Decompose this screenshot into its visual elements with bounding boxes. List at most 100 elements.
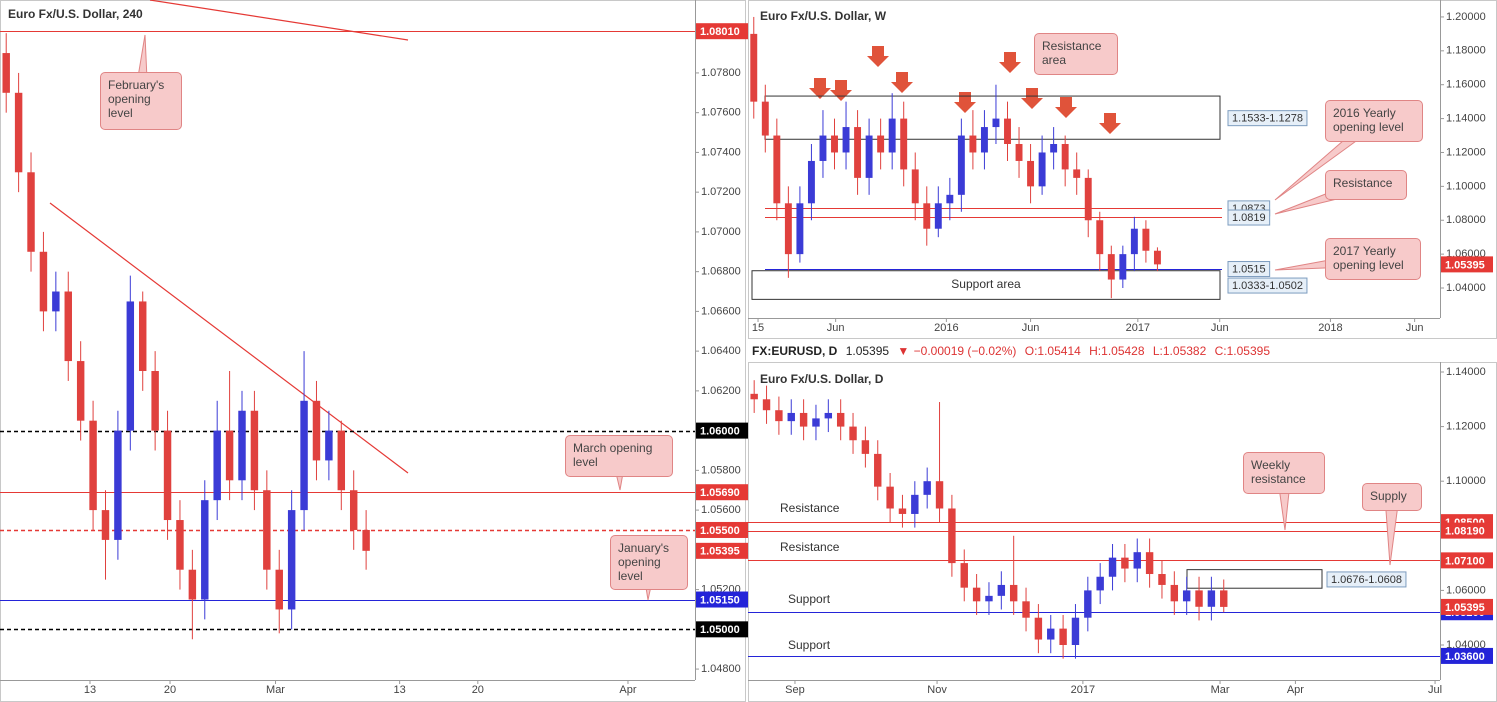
price-tag <box>696 422 748 439</box>
candle-body <box>762 399 771 411</box>
candle-body <box>349 490 358 530</box>
candle-body <box>934 203 942 229</box>
candle-body <box>1015 144 1023 161</box>
arrow-marker <box>954 92 976 113</box>
level-tag-label: 1.0515 <box>1232 263 1266 275</box>
price-tag <box>1441 552 1493 569</box>
y-tick-label: 1.08000 <box>1446 214 1486 226</box>
candle-body <box>287 510 296 610</box>
change: −0.00019 (−0.02%) <box>913 344 1017 358</box>
candle-body <box>238 410 246 481</box>
candle-body <box>750 393 758 400</box>
x-tick-label: 2017 <box>1126 322 1150 334</box>
zone-name: Support area <box>951 277 1021 291</box>
candle-body <box>1142 228 1150 251</box>
candle-body <box>1207 590 1216 607</box>
candle-body <box>14 92 23 173</box>
arrow-marker <box>1021 88 1043 109</box>
x-tick-label: Apr <box>619 684 636 696</box>
candle-body <box>1153 250 1161 265</box>
candle-body <box>865 135 873 178</box>
candle-body <box>151 370 159 431</box>
candle-body <box>89 420 97 511</box>
candle-body <box>64 291 72 362</box>
candle-body <box>312 400 321 461</box>
candle-body <box>275 569 283 610</box>
x-tick-label: Mar <box>266 684 285 696</box>
x-tick-label: Mar <box>1211 684 1230 696</box>
trend-line <box>49 202 409 474</box>
chart-title: Euro Fx/U.S. Dollar, W <box>760 9 887 23</box>
candle-body <box>1145 552 1154 575</box>
candle-body <box>1096 576 1104 591</box>
candle-body <box>1027 160 1035 187</box>
callout: Resistance area <box>1034 33 1118 75</box>
candle-body <box>1195 590 1203 607</box>
candle-body <box>812 418 820 427</box>
candle-body <box>854 127 862 178</box>
price-tag <box>696 521 748 538</box>
note: Support <box>788 592 831 606</box>
candle-body <box>946 194 954 204</box>
x-tick-label: 15 <box>752 322 764 334</box>
zone <box>751 270 1221 300</box>
candle-body <box>139 301 147 371</box>
candle-body <box>992 118 1000 128</box>
level-tag <box>1326 571 1407 588</box>
candle-body <box>1038 152 1046 187</box>
note: Resistance <box>780 540 840 554</box>
level-tag <box>1227 261 1271 278</box>
candle-body <box>300 400 308 511</box>
candle-body <box>900 118 908 170</box>
y-tick-label: 1.06000 <box>1446 584 1486 596</box>
candle-body <box>874 453 882 487</box>
candle-body <box>1182 590 1191 602</box>
price-tag <box>696 542 748 559</box>
price-tag <box>696 621 748 638</box>
level-tag <box>1227 110 1308 127</box>
candle-body <box>1119 254 1127 280</box>
y-tick-label: 1.06800 <box>701 266 741 278</box>
y-tick-label: 1.20000 <box>1446 11 1486 23</box>
candle-body <box>1130 228 1138 255</box>
price-tag-label: 1.05395 <box>1445 259 1485 271</box>
price-tag-label: 1.08010 <box>700 26 740 38</box>
candle-body <box>76 361 85 421</box>
callout: 2016 Yearly opening level <box>1325 100 1423 142</box>
y-tick-label: 1.06400 <box>701 345 741 357</box>
note: Resistance <box>780 501 840 515</box>
arrow-marker <box>867 46 889 67</box>
candle-body <box>1107 254 1115 280</box>
candle-body <box>819 135 827 161</box>
price-tag-label: 1.06000 <box>700 426 740 438</box>
price-tag <box>1441 256 1493 273</box>
y-tick-label: 1.18000 <box>1446 45 1486 57</box>
level-tag-label: 1.0333-1.0502 <box>1232 280 1303 292</box>
y-tick-label: 1.16000 <box>1446 79 1486 91</box>
candle-body <box>750 33 758 102</box>
x-tick-label: Jun <box>1022 322 1040 334</box>
candle-body <box>807 160 815 204</box>
candle-body <box>1084 590 1092 618</box>
candle-body <box>861 440 870 454</box>
x-tick-label: Jun <box>1406 322 1424 334</box>
arrow-marker <box>999 52 1021 73</box>
candle-body <box>1158 574 1166 585</box>
candle-body <box>163 430 172 521</box>
candle-body <box>1022 601 1030 618</box>
ohlc: L:1.05382 <box>1152 344 1207 358</box>
chart-title: Euro Fx/U.S. Dollar, D <box>760 372 884 386</box>
candle-body <box>126 301 135 431</box>
x-tick-label: 13 <box>84 684 96 696</box>
candle-body <box>2 53 10 93</box>
trend-line <box>149 0 409 41</box>
x-tick-label: 20 <box>472 684 484 696</box>
candle-body <box>784 203 792 255</box>
y-tick-label: 1.07000 <box>701 226 741 238</box>
candle-body <box>799 412 808 427</box>
candle-body <box>877 135 885 153</box>
level-tag-label: 1.1533-1.1278 <box>1232 113 1303 125</box>
candle-body <box>1071 617 1080 646</box>
x-tick-label: Jun <box>827 322 845 334</box>
